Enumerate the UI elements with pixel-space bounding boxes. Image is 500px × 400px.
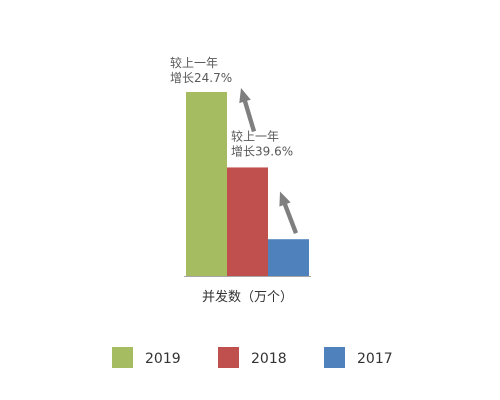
arrow-2 [279, 191, 299, 234]
legend-label-2017: 2017 [357, 351, 393, 367]
legend-swatch-2019 [112, 347, 133, 368]
arrows-group [239, 88, 299, 234]
legend: 2019 2018 2017 [112, 347, 393, 368]
bar-2018 [227, 167, 268, 276]
annotation-1-line2: 增长24.7% [170, 71, 232, 85]
bars-group [186, 92, 309, 276]
bar-2019 [186, 92, 227, 276]
legend-swatch-2017 [324, 347, 345, 368]
annotation-2-line2: 增长39.6% [231, 144, 293, 158]
annotation-2-line1: 较上一年 [231, 128, 279, 143]
legend-label-2018: 2018 [251, 351, 287, 367]
arrow-1 [239, 88, 257, 133]
bar-2017 [268, 239, 309, 276]
annotation-1-line1: 较上一年 [170, 55, 218, 70]
x-axis-label: 并发数（万个） [202, 289, 293, 305]
legend-swatch-2018 [218, 347, 239, 368]
legend-label-2019: 2019 [145, 351, 181, 367]
